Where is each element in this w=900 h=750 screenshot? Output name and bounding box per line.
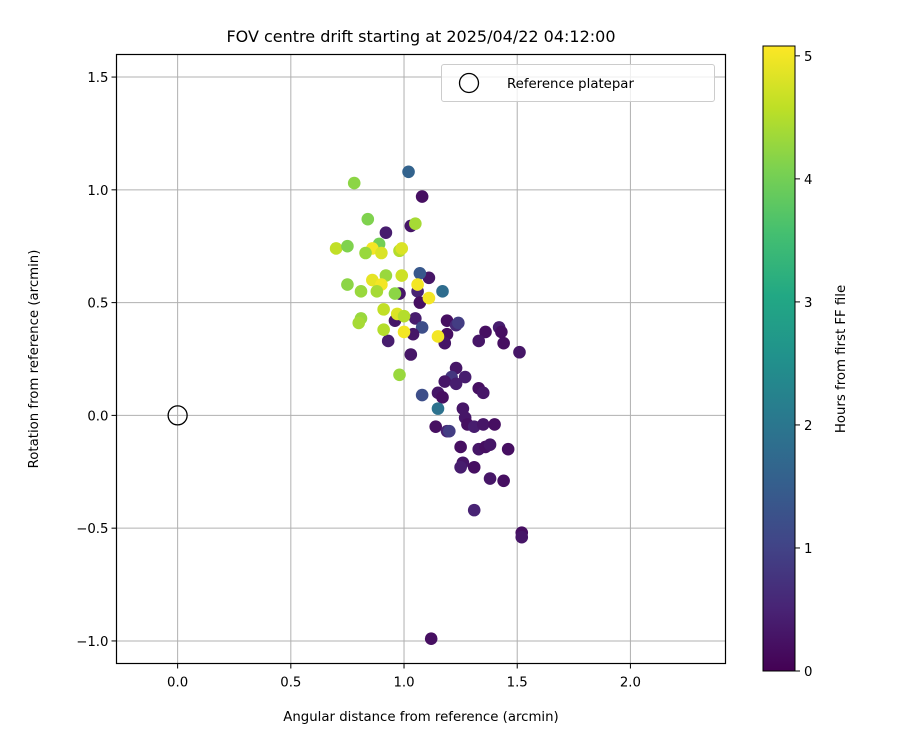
plot-frame (115, 53, 727, 665)
y-tick-label: 0.0 (87, 409, 108, 424)
legend-marker-reference (458, 72, 480, 94)
scatter-point (388, 287, 402, 300)
scatter-point (341, 278, 354, 291)
x-axis-ticks: 0.0 0.5 1.0 1.5 2.0 (167, 663, 641, 691)
scatter-point (483, 438, 497, 452)
scatter-point (359, 246, 372, 260)
scatter-point (413, 266, 427, 280)
scatter-point (370, 285, 384, 298)
scatter-point (476, 418, 490, 431)
scatter-point (381, 334, 395, 348)
scatter-point (452, 316, 465, 330)
scatter-point (397, 309, 411, 323)
scatter-point (449, 377, 463, 391)
scatter-point (411, 278, 424, 291)
scatter-point (454, 460, 467, 474)
scatter-point (377, 303, 390, 316)
scatter-point (397, 325, 411, 339)
grid-lines (116, 54, 726, 664)
reference-marker-layer (167, 405, 188, 426)
colorbar-tick-label: 0 (804, 665, 812, 680)
colorbar-tick-label: 4 (804, 173, 812, 188)
scatter-point (375, 246, 388, 260)
colorbar (762, 45, 796, 672)
scatter-point (377, 323, 390, 336)
scatter-point (424, 632, 438, 645)
scatter-point (395, 269, 409, 282)
legend-box (441, 64, 715, 102)
y-tick-label: −1.0 (76, 635, 108, 650)
scatter-point (495, 325, 508, 339)
scatter-point (354, 285, 368, 298)
x-tick-label: 1.5 (507, 676, 528, 691)
legend: Reference platepar (441, 64, 715, 102)
scatter-point (497, 474, 510, 488)
scatter-point (409, 312, 422, 325)
scatter-point (341, 239, 354, 253)
scatter-point (458, 370, 472, 384)
scatter-point (431, 402, 445, 415)
scatter-point (431, 330, 445, 343)
scatter-point (479, 325, 492, 339)
colorbar-tick-label: 3 (804, 296, 812, 311)
scatter-point (454, 440, 467, 454)
scatter-point (467, 460, 481, 474)
x-axis-label: Angular distance from reference (arcmin) (283, 710, 558, 725)
scatter-point (472, 334, 486, 348)
scatter-point (352, 316, 366, 330)
scatter-point (415, 321, 429, 334)
x-tick-label: 2.0 (620, 676, 641, 691)
data-points (329, 165, 529, 645)
scatter-point (415, 388, 429, 402)
x-tick-label: 0.5 (280, 676, 301, 691)
scatter-point (393, 368, 406, 382)
scatter-point (501, 442, 515, 456)
scatter-point (347, 176, 361, 190)
scatter-point (402, 165, 415, 179)
scatter-point (361, 212, 375, 226)
scatter-point (409, 217, 422, 230)
scatter-point (429, 420, 443, 433)
colorbar-tick-label: 5 (804, 50, 812, 65)
scatter-point (488, 418, 501, 431)
reference-platepar-marker (167, 405, 188, 426)
y-axis-label: Rotation from reference (arcmin) (27, 250, 42, 469)
y-tick-label: 1.0 (87, 184, 108, 199)
scatter-point (415, 190, 429, 203)
scatter-point (476, 386, 490, 400)
scatter-point (422, 291, 436, 305)
y-tick-label: −0.5 (76, 522, 108, 537)
x-tick-label: 1.0 (393, 676, 414, 691)
legend-label-reference: Reference platepar (507, 77, 634, 92)
scatter-point (515, 530, 529, 544)
colorbar-ticks: 0 1 2 3 4 5 (795, 50, 812, 680)
scatter-point (467, 503, 481, 517)
y-tick-label: 0.5 (87, 297, 108, 312)
scatter-point (483, 472, 497, 485)
scatter-point (404, 348, 418, 361)
scatter-point (513, 345, 526, 359)
scatter-point (395, 242, 409, 255)
colorbar-tick-label: 1 (804, 542, 812, 557)
x-tick-label: 0.0 (167, 676, 188, 691)
scatter-point (442, 424, 456, 438)
y-tick-label: 1.5 (87, 71, 108, 86)
colorbar-label: Hours from first FF file (834, 285, 849, 433)
chart-title: FOV centre drift starting at 2025/04/22 … (226, 27, 615, 46)
scatter-point (497, 336, 510, 350)
scatter-point (329, 242, 343, 255)
scatter-point (379, 226, 393, 239)
scatter-point (438, 375, 452, 388)
scatter-point (436, 391, 449, 404)
colorbar-tick-label: 2 (804, 419, 812, 434)
y-axis-ticks: −1.0 −0.5 0.0 0.5 1.0 1.5 (76, 71, 117, 650)
scatter-point (436, 285, 449, 298)
